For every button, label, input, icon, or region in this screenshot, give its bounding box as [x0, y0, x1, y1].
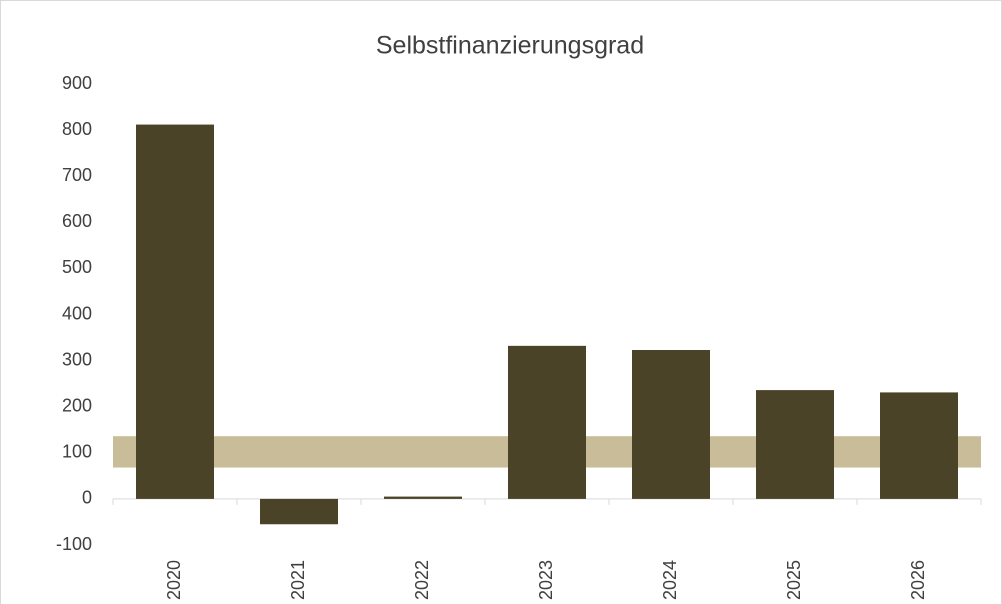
y-tick-label: 100 — [62, 442, 92, 462]
y-tick-label: 200 — [62, 395, 92, 415]
y-tick-label: 300 — [62, 349, 92, 369]
bar — [508, 345, 586, 499]
bar — [136, 124, 214, 499]
x-tick-label: 2023 — [536, 560, 556, 600]
x-tick-label: 2024 — [660, 560, 680, 600]
bar — [880, 392, 958, 499]
x-tick-label: 2026 — [908, 560, 928, 600]
y-tick-label: 700 — [62, 165, 92, 185]
y-tick-label: 500 — [62, 257, 92, 277]
y-tick-label: 800 — [62, 119, 92, 139]
x-tick-label: 2020 — [164, 560, 184, 600]
y-tick-label: -100 — [56, 534, 92, 554]
x-tick-label: 2021 — [288, 560, 308, 600]
y-tick-label: 600 — [62, 211, 92, 231]
bar — [632, 349, 710, 499]
y-tick-label: 900 — [62, 73, 92, 93]
bar — [756, 390, 834, 499]
y-tick-label: 400 — [62, 303, 92, 323]
x-tick-label: 2025 — [784, 560, 804, 600]
x-tick-label: 2022 — [412, 560, 432, 600]
y-tick-label: 0 — [82, 488, 92, 508]
bar — [384, 496, 462, 499]
chart-title: Selbstfinanzierungsgrad — [376, 32, 644, 60]
bar — [260, 498, 338, 525]
